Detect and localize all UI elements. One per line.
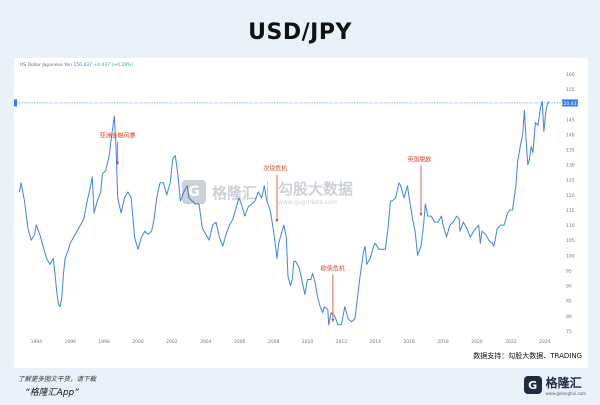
x-tick-label: 2002: [166, 339, 178, 345]
annotation-label: 英国脱欧: [407, 156, 431, 164]
x-tick-label: 2004: [200, 339, 212, 345]
y-tick-label: 145: [566, 117, 575, 123]
annotation-arrowhead: [331, 318, 335, 322]
y-tick-label: 75: [566, 329, 572, 335]
reference-label-box: [562, 99, 578, 107]
y-tick-label: 110: [566, 223, 575, 229]
x-tick-label: 2008: [268, 339, 280, 345]
y-tick-label: 90: [566, 284, 572, 290]
reference-label: 150.437: [561, 101, 580, 107]
legend-change: +0.437 (+0.29%): [93, 63, 134, 68]
y-tick-label: 95: [566, 268, 572, 274]
y-tick-label: 135: [566, 148, 575, 154]
y-tick-label: 160: [566, 72, 575, 78]
y-tick-label: 125: [566, 178, 575, 184]
series-line-usdjpy: [18, 100, 550, 326]
y-tick-label: 155: [566, 87, 575, 93]
x-tick-label: 2020: [471, 339, 483, 345]
x-tick-label: 2012: [336, 339, 348, 345]
y-tick-label: 100: [566, 253, 575, 259]
annotation-label: 次贷危机: [263, 165, 287, 173]
footer-download-text: 了解更多图文干货，请下载: [18, 375, 96, 383]
annotation-arrowhead: [116, 161, 120, 165]
brand-logo: G 格隆汇 www.gelonghui.com: [523, 374, 586, 396]
data-source: 数据支持：勾股大数据、TRADING: [473, 352, 582, 360]
x-tick-label: 1998: [98, 339, 110, 345]
x-tick-label: 2010: [302, 339, 314, 345]
chart-legend: US Dollar Japanese Yen 150.437 +0.437 (+…: [20, 63, 133, 68]
x-tick-label: 2018: [437, 339, 449, 345]
x-tick-label: 1996: [65, 339, 77, 345]
chart-panel: [14, 58, 588, 368]
annotation-arrowhead: [275, 219, 279, 223]
y-tick-label: 80: [566, 314, 572, 320]
legend-label: US Dollar Japanese Yen: [20, 63, 72, 68]
y-tick-label: 85: [566, 299, 572, 305]
annotation-arrowhead: [419, 213, 423, 217]
brand-name: 格隆汇: [545, 376, 582, 390]
legend-value: 150.437: [73, 63, 93, 68]
brand-url: www.gelonghui.com: [545, 391, 586, 396]
y-tick-label: 140: [566, 132, 575, 138]
y-tick-label: 120: [566, 193, 575, 199]
x-tick-label: 1994: [31, 339, 43, 345]
brand-logo-icon: G: [523, 376, 542, 394]
annotation-label: 亚洲金融风暴: [100, 132, 136, 140]
x-tick-label: 2000: [132, 339, 144, 345]
x-tick-label: 2014: [370, 339, 382, 345]
y-tick-label: 105: [566, 238, 575, 244]
x-tick-label: 2016: [403, 339, 415, 345]
y-tick-label: 115: [566, 208, 575, 214]
y-tick-label: 130: [566, 163, 575, 169]
footer-app-name[interactable]: “格隆汇App”: [25, 388, 79, 398]
annotation-label: 欧债危机: [321, 264, 345, 272]
x-tick-label: 2024: [539, 339, 551, 345]
chart-title: USD/JPY: [248, 20, 352, 45]
x-tick-label: 2006: [234, 339, 246, 345]
reference-marker-left: [14, 99, 17, 107]
x-tick-label: 2022: [505, 339, 517, 345]
